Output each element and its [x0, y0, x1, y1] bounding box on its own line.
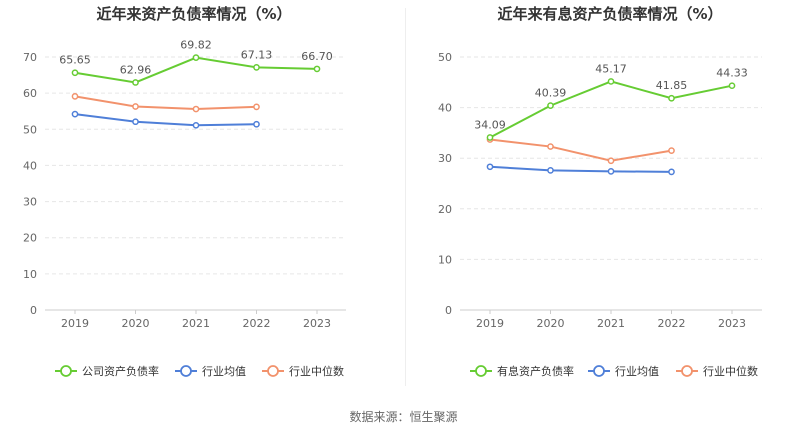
chart-1-series-0-point — [728, 82, 736, 90]
chart-0-data-label: 65.65 — [59, 54, 91, 67]
chart-0-ytick-label: 40 — [23, 159, 37, 172]
chart-0-legend-label: 行业均值 — [202, 365, 246, 378]
chart-0-ytick-label: 50 — [23, 123, 37, 136]
chart-1-legend-label: 行业中位数 — [703, 364, 758, 378]
chart-0-ytick-label: 20 — [23, 232, 37, 245]
chart-1-ytick-label: 0 — [445, 304, 452, 317]
chart-0-series-1-point — [192, 121, 200, 129]
chart-0-series-0-point — [71, 69, 79, 77]
chart-1-data-label: 40.39 — [535, 87, 567, 100]
chart-1-legend-label: 有息资产负债率 — [497, 364, 574, 378]
chart-1-series-0-point — [607, 78, 615, 85]
chart-0-xtick-label: 2022 — [243, 317, 271, 330]
chart-1-series-0-point — [547, 102, 554, 109]
chart-1-series-2-point — [668, 147, 675, 154]
chart-1-data-label: 41.85 — [656, 79, 688, 92]
chart-0-series-1-point — [253, 120, 260, 128]
chart-1-series-2-point — [547, 143, 554, 150]
chart-1-legend-swatch-marker — [681, 365, 693, 377]
panel-divider — [405, 8, 406, 386]
chart-0-legend-swatch-marker — [180, 365, 192, 377]
chart-0-legend-swatch-marker — [267, 365, 279, 377]
chart-0-title: 近年来资产负债率情况（%） — [96, 5, 291, 23]
chart-1-data-label: 44.33 — [716, 67, 748, 80]
chart-1-series-2-point — [607, 157, 615, 165]
chart-0-data-label: 67.13 — [241, 48, 273, 61]
chart-0-legend-item-0[interactable]: 公司资产负债率 — [55, 364, 159, 378]
chart-0-legend-item-1[interactable]: 行业均值 — [175, 365, 246, 378]
chart-0-series-0-line — [74, 56, 318, 84]
chart-1-series-0-line — [489, 80, 733, 139]
chart-1-ytick-label: 10 — [438, 253, 452, 266]
chart-0-legend-swatch-marker — [60, 365, 72, 377]
chart-1-xtick-label: 2022 — [658, 317, 686, 330]
chart-1-xtick-label: 2023 — [718, 317, 746, 330]
chart-0-legend-label: 公司资产负债率 — [82, 364, 159, 378]
chart-0-ytick-label: 60 — [23, 87, 37, 100]
chart-1-ytick-label: 40 — [438, 102, 452, 115]
chart-1-ytick-label: 30 — [438, 152, 452, 165]
chart-1-legend-label: 行业均值 — [615, 365, 659, 378]
chart-0-series-1-line — [74, 113, 257, 127]
chart-1-data-label: 45.17 — [595, 62, 627, 75]
chart-1-data-label: 34.09 — [474, 119, 506, 132]
chart-1-xtick-label: 2019 — [476, 317, 504, 330]
chart-0-series-1-point — [71, 110, 79, 118]
chart-0-ytick-label: 70 — [23, 51, 37, 64]
chart-1-legend-swatch-marker — [475, 365, 487, 377]
chart-0-xtick-label: 2023 — [303, 317, 331, 330]
data-source-note: 数据来源：恒生聚源 — [349, 410, 458, 424]
chart-1-series-1-point — [547, 166, 554, 174]
chart-0-series-0-point — [132, 79, 139, 86]
chart-0-legend-item-2[interactable]: 行业中位数 — [262, 364, 344, 378]
chart-1-legend-item-2[interactable]: 行业中位数 — [676, 364, 758, 378]
chart-0-ytick-label: 10 — [23, 268, 37, 281]
chart-1-series-0-point — [486, 134, 494, 141]
chart-0-data-label: 66.70 — [301, 50, 333, 63]
chart-1-legend-swatch-marker — [593, 365, 605, 377]
chart-1-series-1-point — [607, 168, 615, 175]
chart-0-series-1-point — [132, 118, 139, 126]
chart-1-ytick-label: 50 — [438, 51, 452, 64]
chart-1-series-2-line — [489, 138, 672, 162]
chart-0-series-2-point — [253, 103, 260, 111]
chart-1-xtick-label: 2021 — [597, 317, 625, 330]
chart-0-series-2-line — [74, 95, 257, 111]
chart-1-ytick-label: 20 — [438, 203, 452, 216]
chart-0-xtick-label: 2020 — [122, 317, 150, 330]
chart-1-title: 近年来有息资产负债率情况（%） — [497, 5, 722, 23]
chart-0-xtick-label: 2019 — [61, 317, 89, 330]
chart-0-data-label: 69.82 — [180, 39, 212, 52]
chart-0-series-0-point — [192, 54, 200, 62]
chart-0-series-0-point — [253, 64, 260, 71]
chart-1-legend-item-0[interactable]: 有息资产负债率 — [470, 364, 574, 378]
chart-0-ytick-label: 30 — [23, 196, 37, 209]
chart-1-series-1-point — [668, 168, 675, 176]
chart-0-data-label: 62.96 — [120, 63, 152, 76]
chart-0-legend-label: 行业中位数 — [289, 364, 344, 378]
chart-0-xtick-label: 2021 — [182, 317, 210, 330]
chart-0-series-2-point — [132, 103, 139, 110]
chart-1-xtick-label: 2020 — [537, 317, 565, 330]
chart-1-series-1-point — [486, 163, 494, 171]
chart-0-series-2-point — [192, 105, 200, 113]
chart-1-series-0-point — [668, 94, 675, 102]
chart-0-series-0-point — [313, 65, 321, 73]
chart-1-legend-item-1[interactable]: 行业均值 — [588, 365, 659, 378]
chart-0-ytick-label: 0 — [30, 304, 37, 317]
chart-0-series-2-point — [71, 93, 79, 100]
chart-1-series-1-line — [489, 165, 672, 173]
